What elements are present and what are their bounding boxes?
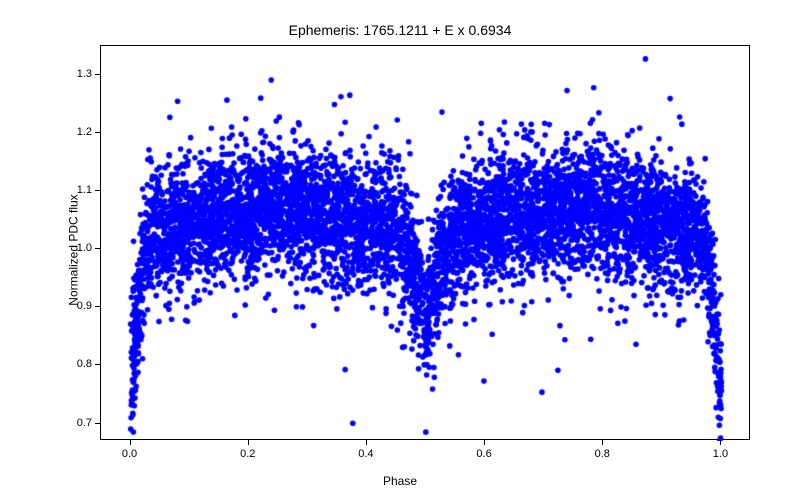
x-axis-label: Phase (0, 474, 800, 488)
x-tick-mark (248, 440, 249, 445)
scatter-canvas (101, 46, 751, 441)
chart-title: Ephemeris: 1765.1211 + E x 0.6934 (0, 22, 800, 38)
y-tick-mark (95, 132, 100, 133)
x-tick-label: 0.8 (595, 448, 610, 460)
y-tick-mark (95, 74, 100, 75)
x-tick-mark (130, 440, 131, 445)
y-tick-label: 1.0 (62, 242, 92, 254)
y-tick-label: 0.8 (62, 358, 92, 370)
y-tick-mark (95, 306, 100, 307)
x-tick-label: 0.6 (476, 448, 491, 460)
y-tick-mark (95, 190, 100, 191)
y-tick-mark (95, 423, 100, 424)
x-tick-mark (720, 440, 721, 445)
plot-area (100, 45, 750, 440)
y-tick-label: 1.3 (62, 68, 92, 80)
x-tick-mark (602, 440, 603, 445)
x-tick-mark (484, 440, 485, 445)
x-tick-label: 0.4 (358, 448, 373, 460)
y-tick-label: 0.7 (62, 417, 92, 429)
y-tick-mark (95, 364, 100, 365)
x-tick-label: 0.2 (240, 448, 255, 460)
x-tick-label: 0.0 (122, 448, 137, 460)
chart-container: Ephemeris: 1765.1211 + E x 0.6934 Normal… (0, 0, 800, 500)
x-tick-label: 1.0 (713, 448, 728, 460)
x-tick-mark (366, 440, 367, 445)
y-tick-label: 1.1 (62, 184, 92, 196)
y-tick-label: 1.2 (62, 126, 92, 138)
y-tick-label: 0.9 (62, 300, 92, 312)
y-tick-mark (95, 248, 100, 249)
